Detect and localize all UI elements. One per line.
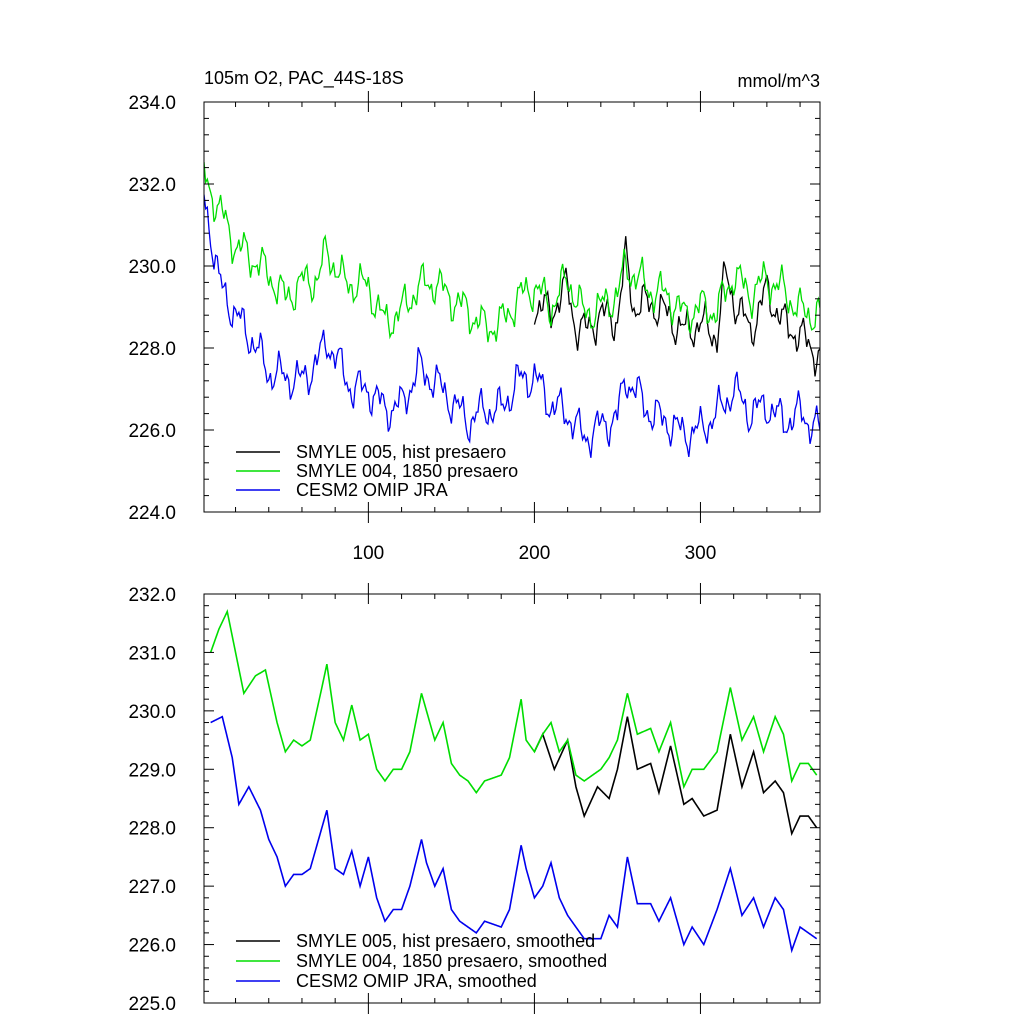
legend-label-1: SMYLE 005, hist presaero, smoothed [296, 931, 595, 951]
y-tick-label: 234.0 [128, 93, 176, 114]
x-tick-label: 300 [685, 543, 717, 564]
y-tick-label: 230.0 [128, 702, 176, 723]
bottom-legend: SMYLE 005, hist presaero, smoothedSMYLE … [236, 931, 607, 991]
y-tick-label: 224.0 [128, 503, 176, 524]
y-tick-label: 232.0 [128, 175, 176, 196]
y-tick-label: 229.0 [128, 760, 176, 781]
top-axes: 224.0 226.0 228.0 230.0 232.0 234.0 100 200 300 [128, 91, 821, 564]
y-tick-label: 230.0 [128, 257, 176, 278]
bottom-series-lines [209, 609, 818, 954]
y-tick-label: 228.0 [128, 819, 176, 840]
series-line-1 [533, 716, 818, 837]
series-line-3 [210, 715, 818, 954]
legend-label-3: CESM2 OMIP JRA, smoothed [296, 971, 537, 991]
legend-label-2: SMYLE 004, 1850 presaero [296, 461, 518, 481]
y-tick-label: 232.0 [128, 585, 176, 606]
series-line-2 [204, 162, 820, 343]
top-chart-title: 105m O2, PAC_44S-18S [204, 68, 404, 89]
bottom-panel: 225.0 226.0 227.0 228.0 229.0 230.0 231.0 232.0… [128, 583, 821, 1015]
x-tick-label: 200 [519, 543, 551, 564]
y-tick-label: 225.0 [128, 994, 176, 1015]
legend-label-1: SMYLE 005, hist presaero [296, 442, 506, 462]
plot-frame [203, 593, 821, 1004]
series-line-2 [209, 609, 818, 795]
legend-label-3: CESM2 OMIP JRA [296, 480, 448, 500]
top-series-lines [204, 162, 820, 458]
series-line-3 [204, 194, 820, 458]
y-tick-label: 226.0 [128, 936, 176, 957]
plot-frame [203, 101, 821, 513]
series-line-1 [533, 236, 820, 377]
y-tick-label: 226.0 [128, 421, 176, 442]
x-tick-label: 100 [353, 543, 385, 564]
y-tick-label: 228.0 [128, 339, 176, 360]
top-panel: 105m O2, PAC_44S-18S mmol/m^3 224.0 226.0… [128, 68, 821, 564]
y-tick-label: 231.0 [128, 643, 176, 664]
bottom-axes: 225.0 226.0 227.0 228.0 229.0 230.0 231.0 232.0 [128, 583, 821, 1015]
y-tick-label: 227.0 [128, 877, 176, 898]
top-chart-units: mmol/m^3 [738, 71, 820, 91]
legend-label-2: SMYLE 004, 1850 presaero, smoothed [296, 951, 607, 971]
